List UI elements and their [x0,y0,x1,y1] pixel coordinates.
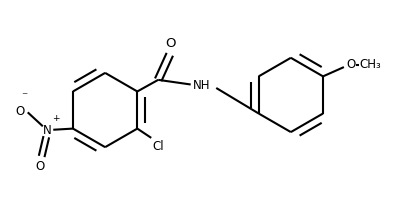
Text: N: N [43,124,52,137]
Text: CH₃: CH₃ [359,58,381,71]
Text: O: O [346,58,356,71]
Text: O: O [15,105,24,118]
Text: Cl: Cl [152,140,164,153]
Text: +: + [52,114,59,123]
Text: O: O [166,37,176,50]
Text: NH: NH [193,79,211,92]
Text: ⁻: ⁻ [21,90,27,103]
Text: O: O [36,160,45,173]
